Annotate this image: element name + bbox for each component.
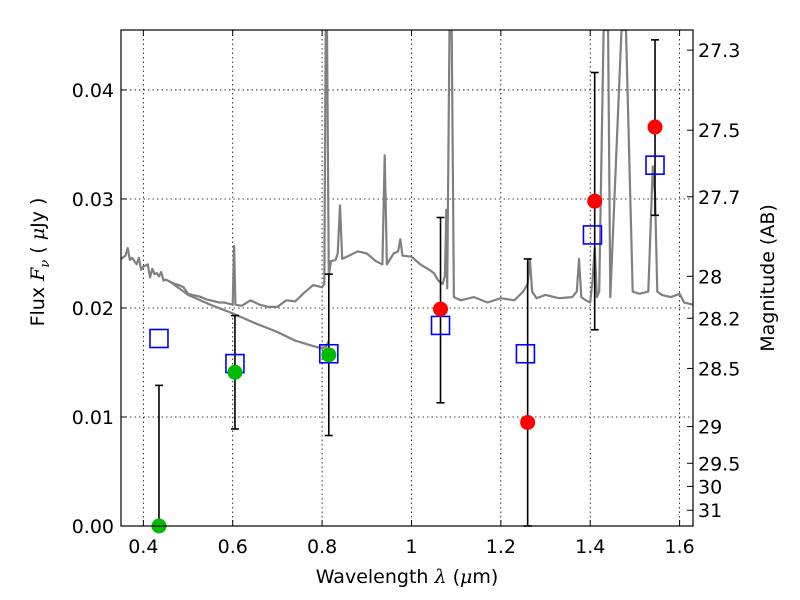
y-tick-label: 0.03: [72, 189, 114, 211]
x-tick-label: 1.2: [486, 536, 516, 558]
y-axis-title: Flux Fν ( μJy ): [27, 198, 53, 327]
model-point: [645, 155, 665, 175]
observed-point: [227, 364, 243, 380]
plot-frame: [120, 29, 694, 527]
observed-point: [647, 119, 663, 135]
plot-background: [121, 30, 693, 526]
x-tick-label: 0.6: [218, 536, 248, 558]
y2-tick-label: 28.2: [698, 308, 740, 330]
observed-point: [433, 301, 449, 317]
y-tick-label: 0.01: [72, 407, 114, 429]
y2-tick-label: 29.5: [698, 453, 740, 475]
tick-labels: 0.4 0.6 0.8 1 1.2 1.4 1.6 0.00 0.01 0.02 0.03 0.04 2…: [72, 40, 741, 558]
markers: [149, 119, 665, 534]
spectrum-line: [169, 280, 330, 350]
x-tick-label: 0.8: [307, 536, 337, 558]
observed-point: [520, 414, 536, 430]
y2-tick-label: 30: [698, 476, 722, 498]
x-tick-label: 1.4: [575, 536, 605, 558]
y2-tick-label: 28.5: [698, 358, 740, 380]
y2-tick-label: 27.7: [698, 187, 740, 209]
x-tick-label: 1: [405, 536, 417, 558]
x-axis-title: Wavelength λ (μm): [316, 566, 499, 588]
y2-axis-title: Magnitude (AB): [757, 204, 779, 352]
ticks: [121, 30, 693, 527]
y2-tick-label: 27.5: [698, 120, 740, 142]
y-tick-label: 0.00: [72, 516, 114, 538]
y2-tick-label: 31: [698, 500, 722, 522]
model-point: [582, 225, 603, 245]
model-point: [318, 343, 339, 364]
y-tick-label: 0.02: [72, 298, 114, 320]
y2-tick-label: 28: [698, 266, 722, 288]
x-tick-label: 0.4: [128, 536, 158, 558]
model-point: [149, 328, 169, 349]
model-point: [515, 343, 536, 364]
y-tick-label: 0.04: [72, 80, 114, 102]
observed-point: [587, 193, 603, 209]
x-tick-label: 1.6: [664, 536, 694, 558]
y2-tick-label: 29: [698, 417, 722, 439]
y2-tick-label: 27.3: [698, 40, 740, 62]
observed-point: [321, 347, 337, 363]
